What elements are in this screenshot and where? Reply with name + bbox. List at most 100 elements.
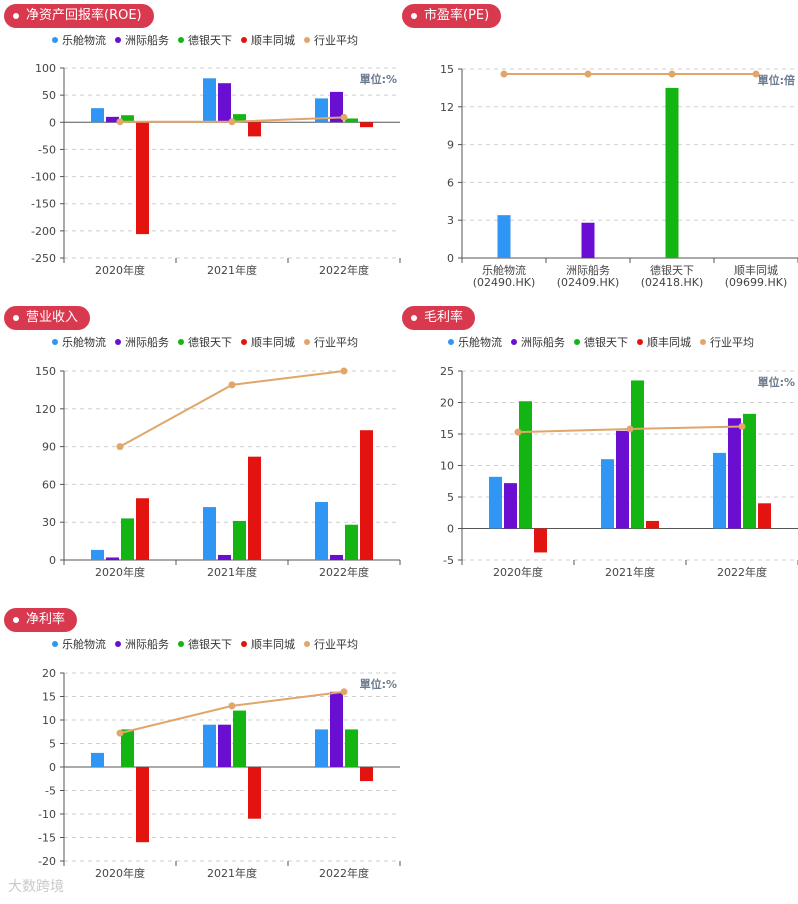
- legend-item[interactable]: 顺丰同城: [241, 334, 295, 350]
- legend-label: 洲际船务: [125, 34, 169, 47]
- legend-dot: [52, 641, 58, 647]
- bar: [728, 418, 741, 529]
- avg-line: [119, 690, 345, 735]
- avg-point: [228, 381, 236, 389]
- chart-title-gross: 毛利率: [402, 306, 476, 330]
- x-tick-label: 2021年度: [207, 263, 257, 277]
- legend-item[interactable]: 乐舱物流: [52, 636, 106, 652]
- legend-label: 行业平均: [314, 336, 358, 349]
- bar: [315, 98, 328, 123]
- bar: [91, 108, 104, 123]
- bar: [330, 691, 343, 767]
- legend-dot: [637, 339, 643, 345]
- bar: [504, 483, 517, 529]
- bar: [534, 528, 547, 553]
- bar: [601, 459, 614, 529]
- legend-revenue[interactable]: 乐舱物流 洲际船务 德银天下 顺丰同城 行业平均: [52, 334, 358, 350]
- legend-label: 顺丰同城: [251, 336, 295, 349]
- y-tick-label: -50: [38, 143, 56, 156]
- bar: [136, 498, 149, 560]
- legend-label: 行业平均: [710, 336, 754, 349]
- legend-net[interactable]: 乐舱物流 洲际船务 德银天下 顺丰同城 行业平均: [52, 636, 358, 652]
- y-tick-label: 150: [35, 365, 56, 378]
- y-tick-label: 5: [447, 491, 454, 504]
- legend-dot: [511, 339, 517, 345]
- y-tick-label: -100: [31, 171, 56, 184]
- bar: [233, 114, 246, 123]
- chart-roe: 100 50 0 -50 -100 -150 -200 -250 2020年度 2021年度 202…: [31, 62, 401, 277]
- y-tick-label: 100: [35, 62, 56, 75]
- legend-dot: [115, 37, 121, 43]
- bar: [106, 116, 119, 123]
- legend-item[interactable]: 行业平均: [700, 334, 754, 350]
- bar: [360, 122, 373, 128]
- y-tick-label: 10: [440, 460, 454, 473]
- y-tick-label: 3: [447, 214, 454, 227]
- bar: [315, 502, 328, 560]
- legend-dot: [700, 339, 706, 345]
- legend-item[interactable]: 德银天下: [574, 334, 628, 350]
- avg-point: [116, 118, 124, 126]
- y-tick-label: 0: [49, 116, 56, 129]
- y-tick-label: -15: [38, 832, 56, 845]
- bar: [489, 476, 502, 529]
- bar: [646, 520, 659, 529]
- legend-label: 顺丰同城: [251, 34, 295, 47]
- bar: [121, 115, 134, 123]
- avg-point: [738, 422, 746, 430]
- bar: [360, 767, 373, 782]
- panel-gross: 毛利率 乐舱物流 洲际船务 德银天下 顺丰同城 行业平均 25 20 15 10 5 0 -…: [400, 302, 798, 602]
- legend-item[interactable]: 顺丰同城: [241, 636, 295, 652]
- legend-item[interactable]: 洲际船务: [115, 32, 169, 48]
- legend-label: 乐舱物流: [458, 336, 502, 349]
- legend-item[interactable]: 乐舱物流: [448, 334, 502, 350]
- legend-item[interactable]: 德银天下: [178, 334, 232, 350]
- legend-item[interactable]: 乐舱物流: [52, 334, 106, 350]
- legend-gross[interactable]: 乐舱物流 洲际船务 德银天下 顺丰同城 行业平均: [448, 334, 754, 350]
- legend-dot: [52, 339, 58, 345]
- chart-title-pe: 市盈率(PE): [402, 4, 502, 28]
- bar: [631, 380, 644, 529]
- panel-roe: 净资产回报率(ROE) 乐舱物流 洲际船务 德银天下 顺丰同城 行业平均 100…: [0, 0, 401, 300]
- bar: [360, 430, 373, 560]
- legend-item[interactable]: 行业平均: [304, 32, 358, 48]
- bar: [345, 729, 358, 767]
- avg-point: [752, 70, 760, 78]
- chart-gross: 25 20 15 10 5 0 -5 2020年度 2021年度 2022年度 單位:%: [440, 365, 798, 579]
- x-tick-label: 2021年度: [605, 565, 655, 579]
- bar: [330, 91, 343, 123]
- legend-label: 顺丰同城: [251, 638, 295, 651]
- avg-point: [340, 367, 348, 375]
- legend-dot: [115, 641, 121, 647]
- y-tick-label: -200: [31, 225, 56, 238]
- legend-item[interactable]: 德银天下: [178, 32, 232, 48]
- legend-item[interactable]: 行业平均: [304, 334, 358, 350]
- legend-label: 德银天下: [188, 638, 232, 651]
- legend-item[interactable]: 洲际船务: [115, 334, 169, 350]
- unit-label: 單位:%: [758, 375, 795, 389]
- legend-dot: [52, 37, 58, 43]
- x-tick-label: 2022年度: [319, 565, 369, 579]
- y-tick-label: 10: [42, 714, 56, 727]
- legend-dot: [304, 339, 310, 345]
- legend-item[interactable]: 行业平均: [304, 636, 358, 652]
- legend-item[interactable]: 顺丰同城: [241, 32, 295, 48]
- legend-item[interactable]: 洲际船务: [511, 334, 565, 350]
- avg-point: [340, 113, 348, 121]
- bar: [497, 215, 511, 258]
- bar: [121, 518, 134, 560]
- legend-roe[interactable]: 乐舱物流 洲际船务 德银天下 顺丰同城 行业平均: [52, 32, 358, 48]
- legend-item[interactable]: 洲际船务: [115, 636, 169, 652]
- panel-net: 净利率 乐舱物流 洲际船务 德银天下 顺丰同城 行业平均 20 15 10 5 0 -5 -…: [0, 604, 401, 904]
- legend-dot: [574, 339, 580, 345]
- avg-point: [116, 443, 124, 451]
- legend-label: 洲际船务: [521, 336, 565, 349]
- legend-label: 行业平均: [314, 34, 358, 47]
- legend-item[interactable]: 乐舱物流: [52, 32, 106, 48]
- legend-item[interactable]: 顺丰同城: [637, 334, 691, 350]
- legend-label: 乐舱物流: [62, 336, 106, 349]
- legend-label: 德银天下: [584, 336, 628, 349]
- legend-item[interactable]: 德银天下: [178, 636, 232, 652]
- bar: [519, 401, 532, 529]
- x-tick-label: 2021年度: [207, 866, 257, 880]
